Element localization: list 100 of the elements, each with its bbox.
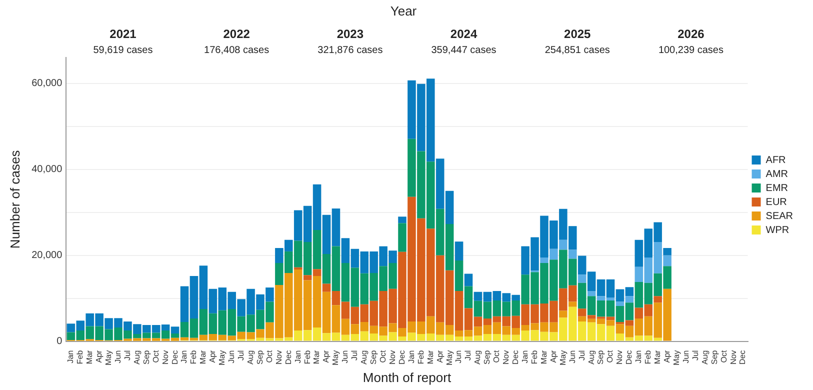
x-tick-label: Jul xyxy=(577,350,586,361)
x-tick-label: Feb xyxy=(416,350,426,364)
x-tick-label: Jun xyxy=(227,350,236,364)
x-tick-label: Mar xyxy=(539,350,548,364)
x-tick-label: Jun xyxy=(681,350,690,364)
chart-title: Year xyxy=(390,3,418,18)
bar xyxy=(454,242,464,260)
x-tick-label: Jan xyxy=(406,350,416,364)
y-axis-title: Number of cases xyxy=(7,150,22,249)
x-tick-label: Jun xyxy=(568,350,577,364)
x-tick-label: Sep xyxy=(255,350,264,365)
x-tick-label: Aug xyxy=(586,350,596,365)
x-tick-label: Dec xyxy=(170,350,180,365)
x-tick-label: Nov xyxy=(615,350,624,365)
x-tick-label: Apr xyxy=(662,350,672,363)
x-tick-label: Jun xyxy=(454,350,464,364)
y-tick-label: 40,000 xyxy=(32,164,63,176)
x-tick-label: Sep xyxy=(142,350,151,365)
x-tick-label: Apr xyxy=(548,350,558,363)
x-tick-label: May xyxy=(331,350,340,366)
x-tick-label: May xyxy=(558,350,568,366)
x-tick-label: Jun xyxy=(340,350,350,364)
x-tick-label: Dec xyxy=(624,350,634,365)
x-tick-label: Oct xyxy=(719,350,728,363)
bar xyxy=(294,267,302,270)
x-tick-label: Jul xyxy=(464,350,473,361)
text: 176,408 cases xyxy=(204,45,270,56)
x-tick-label: May xyxy=(672,350,681,366)
y-tick-label: 0 xyxy=(56,336,63,348)
x-tick-label: Mar xyxy=(312,350,322,364)
x-tick-label: Sep xyxy=(596,350,606,365)
text: 2023 xyxy=(336,27,364,41)
bar xyxy=(568,302,577,307)
x-tick-label: Apr xyxy=(208,350,218,363)
legend-label: AFR xyxy=(766,154,786,166)
legend-label: WPR xyxy=(766,224,790,236)
y-tick-label: 60,000 xyxy=(32,78,63,90)
x-tick-label: Jan xyxy=(520,350,530,364)
text: 2026 xyxy=(678,27,705,41)
x-tick-label: Aug xyxy=(473,350,482,365)
x-tick-label: May xyxy=(218,350,227,366)
bar xyxy=(464,274,473,286)
bar xyxy=(398,216,406,224)
x-tick-label: Apr xyxy=(322,350,331,363)
x-tick-label: Mar xyxy=(653,350,662,364)
x-tick-label: Dec xyxy=(511,350,520,365)
x-tick-label: Nov xyxy=(728,350,738,365)
x-tick-label: Mar xyxy=(198,350,208,364)
x-tick-label: Feb xyxy=(76,350,85,364)
x-tick-label: Nov xyxy=(160,350,170,365)
x-tick-label: Nov xyxy=(502,350,511,365)
x-tick-label: Sep xyxy=(369,350,378,365)
x-tick-label: Jul xyxy=(350,350,360,361)
x-tick-label: Dec xyxy=(284,350,293,365)
x-tick-label: Apr xyxy=(94,350,104,363)
text: 2022 xyxy=(223,27,250,41)
x-tick-label: Dec xyxy=(397,350,406,365)
x-tick-label: Oct xyxy=(378,350,388,363)
x-tick-label: Feb xyxy=(302,350,312,364)
x-tick-label: May xyxy=(444,350,454,366)
x-tick-label: Oct xyxy=(492,350,502,363)
x-tick-label: Sep xyxy=(482,350,492,365)
x-tick-label: Jul xyxy=(690,350,700,361)
bar xyxy=(559,310,568,318)
text: 59,619 cases xyxy=(93,45,153,56)
legend-label: EUR xyxy=(766,196,787,208)
x-tick-label: Jan xyxy=(66,350,76,364)
x-tick-label: Oct xyxy=(606,350,615,363)
x-tick-label: Aug xyxy=(132,350,142,365)
bar xyxy=(568,250,577,259)
legend-label: AMR xyxy=(766,168,788,180)
bar xyxy=(663,248,672,256)
text: 100,239 cases xyxy=(658,45,724,56)
x-tick-label: Oct xyxy=(151,350,160,363)
x-tick-label: Nov xyxy=(274,350,284,365)
bar xyxy=(587,290,596,296)
text: 2025 xyxy=(564,27,592,41)
x-tick-label: Aug xyxy=(246,350,255,365)
text: 2021 xyxy=(110,27,137,41)
bar xyxy=(398,223,406,252)
legend-label: SEAR xyxy=(766,210,794,222)
x-axis-title: Month of report xyxy=(362,370,452,385)
x-tick-label: Mar xyxy=(426,350,435,364)
bar xyxy=(654,296,662,303)
x-tick-label: Jul xyxy=(236,350,246,361)
x-tick-label: Aug xyxy=(360,350,369,365)
text: 321,876 cases xyxy=(318,45,383,56)
x-tick-label: Nov xyxy=(388,350,397,365)
bar xyxy=(578,274,586,283)
x-tick-label: May xyxy=(104,350,113,366)
x-tick-label: Jan xyxy=(180,350,189,364)
x-tick-label: Jul xyxy=(122,350,132,361)
x-tick-label: Jan xyxy=(634,350,644,364)
x-tick-label: Aug xyxy=(700,350,710,365)
x-tick-label: Sep xyxy=(710,350,719,365)
text: 2024 xyxy=(450,27,478,41)
x-tick-label: Oct xyxy=(264,350,274,363)
x-tick-label: Feb xyxy=(530,350,539,364)
text: 359,447 cases xyxy=(431,45,496,56)
x-tick-label: Feb xyxy=(189,350,198,364)
